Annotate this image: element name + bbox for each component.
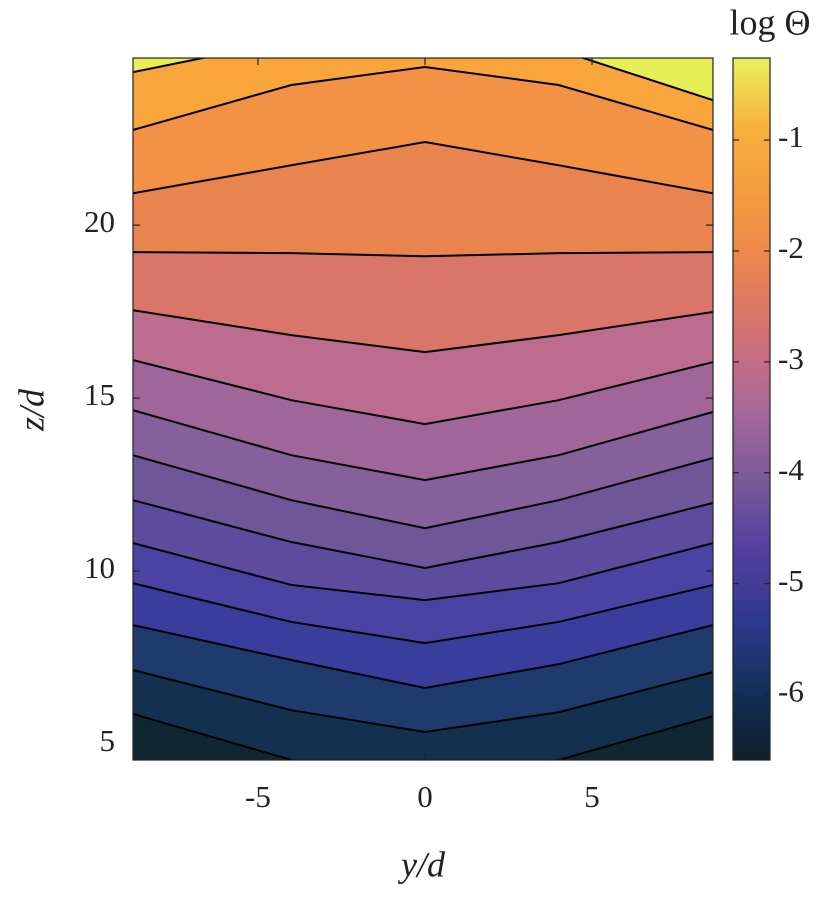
contour-line	[133, 582, 713, 645]
contour-line	[133, 409, 713, 482]
colorbar-tick-label: -3	[778, 341, 804, 376]
contour-line	[133, 251, 713, 258]
plot-frame	[132, 57, 714, 761]
contour-line	[133, 454, 713, 530]
y-tick-label: 5	[100, 723, 116, 758]
contour-line	[133, 499, 713, 569]
contour-line	[133, 309, 713, 354]
colorbar-tick-label: -6	[778, 674, 804, 709]
colorbar-tick-label: -1	[778, 119, 804, 154]
contour-line	[133, 669, 713, 733]
contour-line	[133, 58, 713, 102]
colorbar-tick-label: -2	[778, 230, 804, 265]
colorbar	[732, 57, 771, 761]
colorbar-label: log Θ	[730, 2, 811, 42]
y-tick-label: 15	[84, 377, 115, 412]
y-axis-label: z/d	[11, 388, 51, 432]
plot-area	[133, 58, 713, 760]
y-tick-label: 10	[84, 550, 115, 585]
y-tick-label: 20	[84, 204, 115, 239]
contour-band	[133, 58, 713, 101]
colorbar-tick-label: -5	[778, 563, 804, 598]
contour-line	[133, 542, 713, 602]
contour-line	[133, 359, 713, 426]
x-axis-label: y/d	[398, 844, 446, 884]
x-tick-label: 5	[584, 779, 600, 814]
contour-line	[133, 713, 713, 760]
contour-line	[133, 141, 713, 195]
contour-line	[133, 624, 713, 690]
x-tick-label: 0	[417, 779, 433, 814]
x-tick-label: -5	[245, 779, 271, 814]
contour-line	[133, 65, 713, 131]
colorbar-tick-label: -4	[778, 452, 804, 487]
